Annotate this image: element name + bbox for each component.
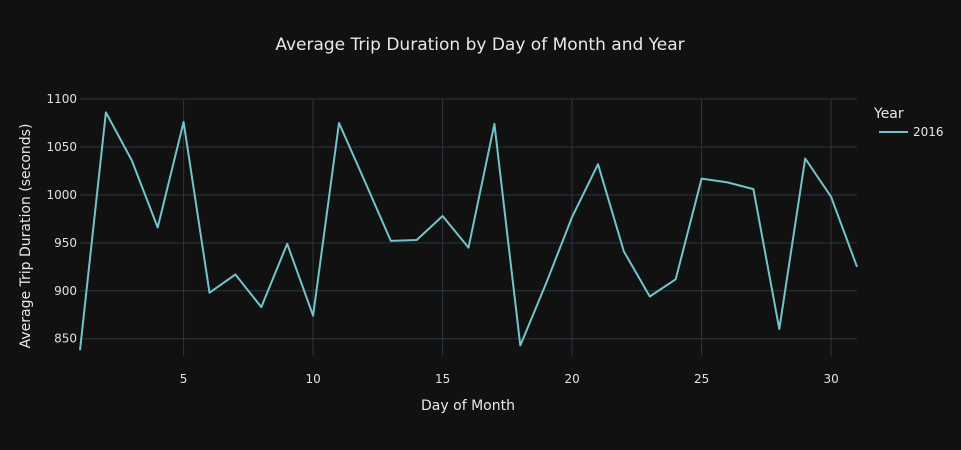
- y-tick-label: 1050: [46, 140, 77, 154]
- legend: Year 2016: [873, 106, 944, 139]
- legend-entry: 2016: [913, 125, 944, 139]
- series-layer: [79, 111, 858, 351]
- y-axis-title: Average Trip Duration (seconds): [18, 124, 34, 349]
- x-tick-label: 20: [564, 372, 579, 386]
- x-tick-label: 5: [180, 372, 188, 386]
- y-tick-label: 1100: [46, 92, 77, 106]
- x-tick-label: 30: [823, 372, 838, 386]
- x-axis-title: Day of Month: [421, 398, 515, 414]
- y-tick-label: 850: [54, 332, 77, 346]
- y-tick-label: 950: [54, 236, 77, 250]
- y-tick-label: 1000: [46, 188, 77, 202]
- x-tick-labels: 5 10 15 20 25 30: [180, 372, 839, 386]
- x-tick-label: 25: [694, 372, 709, 386]
- y-tick-labels: 850 900 950 1000 1050 1100: [46, 92, 77, 346]
- grid: [80, 98, 857, 356]
- x-tick-label: 10: [305, 372, 320, 386]
- y-tick-label: 900: [54, 284, 77, 298]
- legend-title: Year: [873, 106, 904, 122]
- series-line-2016: [79, 111, 858, 351]
- chart-title: Average Trip Duration by Day of Month an…: [275, 35, 684, 55]
- x-tick-label: 15: [435, 372, 450, 386]
